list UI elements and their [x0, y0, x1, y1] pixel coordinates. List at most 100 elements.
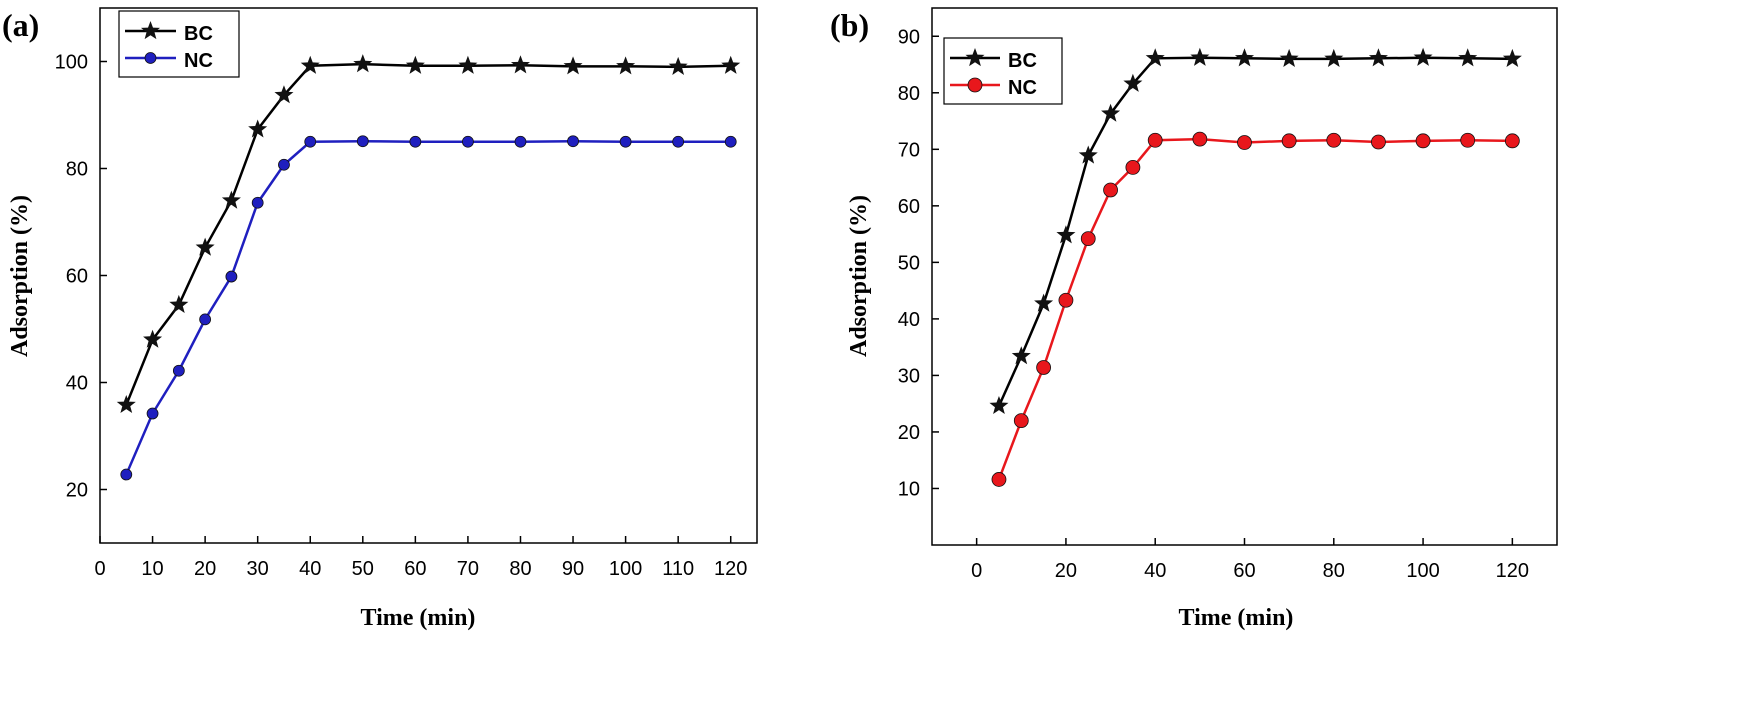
panel-a-nc-point — [567, 135, 579, 148]
panel-b-legend-nc: NC — [1008, 77, 1037, 99]
panel-a-plot-frame — [99, 7, 758, 544]
panel-b-x-tick-label: 40 — [1144, 560, 1166, 582]
panel-a-nc-point — [409, 135, 422, 148]
panel-a-bc-point — [563, 56, 583, 75]
panel-b-bc-point — [1101, 103, 1121, 122]
panel-b-x-tick-label: 100 — [1406, 560, 1439, 582]
panel-b-y-tick-label: 60 — [898, 196, 920, 218]
panel-a-x-tick-label: 30 — [247, 558, 269, 580]
panel-a-nc-point — [304, 135, 317, 148]
panel-b-nc-point — [1125, 160, 1141, 175]
panel-b-nc-point — [1036, 360, 1052, 375]
panel-a-x-tick-label: 40 — [299, 558, 321, 580]
panel-a-bc-point — [616, 56, 636, 75]
panel-b-nc-point — [1237, 135, 1252, 150]
panel-a-bc-point — [169, 294, 189, 314]
panel-b-y-tick-label: 30 — [898, 365, 920, 387]
panel-b-bc-point — [1011, 346, 1031, 365]
panel-b-bc-point — [1234, 48, 1255, 67]
panel-a-nc-point — [251, 196, 264, 209]
panel-b-bc-point — [1279, 48, 1299, 67]
panel-a-x-tick-label: 60 — [404, 558, 426, 580]
panel-a-x-tick-label: 120 — [714, 558, 747, 580]
panel-b-x-tick-label: 80 — [1323, 560, 1345, 582]
panel-b-nc-point — [1415, 133, 1431, 149]
panel-b: (b) 10 20 30 40 50 60 70 80 90 0 20 40 60 80 100 120 T… — [830, 7, 1558, 631]
panel-b-nc-point — [1326, 132, 1342, 148]
panel-a-bc-point — [668, 56, 688, 75]
panel-a-y-tick-label: 40 — [66, 373, 88, 395]
panel-a-nc-point — [462, 135, 474, 148]
panel-a-nc-point — [672, 135, 685, 148]
panel-a-nc-point — [172, 364, 185, 377]
panel-a-legend-box — [118, 10, 240, 78]
panel-b-bc-point — [1145, 48, 1165, 67]
panel-b-nc-point — [1192, 131, 1208, 147]
panel-a-x-tick-label: 70 — [457, 558, 479, 580]
panel-b-y-tick-label: 90 — [898, 26, 920, 48]
panel-a-y-tick-label: 80 — [66, 159, 88, 181]
panel-a-x-tick-label: 110 — [662, 558, 694, 580]
panel-a-bc-point — [510, 55, 530, 74]
panel-b-legend-nc-marker — [967, 77, 983, 93]
panel-a-y-ticks: 20 40 60 80 100 — [55, 52, 107, 502]
panel-b-x-tick-label: 60 — [1233, 560, 1255, 582]
panel-a-nc-point — [278, 158, 290, 171]
panel-b-legend-bc-marker — [965, 48, 985, 67]
panel-b-legend-box — [943, 37, 1063, 105]
panel-a-nc-point — [514, 135, 527, 148]
panel-a-nc-point — [619, 135, 632, 148]
panel-a-legend-nc: NC — [184, 50, 213, 72]
panel-a-nc-point — [724, 135, 737, 148]
panel-b-x-axis-title: Time (min) — [1179, 605, 1294, 631]
panel-b-x-tick-label: 20 — [1055, 560, 1077, 582]
panel-b-nc-point — [1013, 413, 1029, 429]
panel-a-y-tick-label: 60 — [66, 266, 88, 288]
panel-b-y-tick-label: 50 — [898, 252, 920, 274]
panel-a-bc-point — [143, 329, 163, 348]
panel-a-x-tick-label: 90 — [562, 558, 584, 580]
panel-b-bc-point — [1324, 48, 1344, 67]
panel-a-nc-point — [225, 270, 238, 283]
panel-b-y-ticks: 10 20 30 40 50 60 70 80 90 — [898, 26, 939, 500]
panel-a-nc-point — [356, 135, 369, 148]
panel-a-legend-bc-marker — [140, 21, 161, 40]
panel-b-bc-point — [1413, 47, 1433, 66]
panel-b-nc-point — [1504, 133, 1520, 149]
panel-a-bc-point — [721, 55, 741, 74]
panel-b-legend: BC NC — [943, 37, 1063, 105]
panel-b-y-tick-label: 40 — [898, 309, 920, 331]
panel-b-bc-point — [1502, 48, 1522, 67]
panel-b-bc-point — [1190, 47, 1210, 66]
panel-b-bc-point — [989, 395, 1009, 415]
panel-b-bc-point — [1368, 48, 1388, 67]
panel-b-bc-point — [1034, 293, 1054, 312]
panel-b-y-tick-label: 20 — [898, 422, 920, 444]
panel-b-nc-point — [1147, 132, 1163, 148]
panel-a-bc-point — [353, 54, 373, 73]
panel-a-nc-line — [125, 139, 731, 476]
panel-a-x-tick-label: 10 — [141, 558, 163, 580]
panel-a-bc-point — [458, 55, 478, 74]
panel-a-y-tick-label: 20 — [66, 480, 88, 502]
panel-a-legend: BC NC — [118, 10, 240, 78]
panel-a-bc-point — [116, 394, 136, 414]
panel-b-x-ticks: 0 20 40 60 80 100 120 — [971, 538, 1529, 582]
panel-b-nc-point — [1103, 182, 1118, 198]
panel-a-bc-point — [405, 55, 425, 74]
panel-a-bc-point — [221, 190, 241, 209]
panel-b-bc-point — [1078, 145, 1098, 164]
panel-a-bc-point — [195, 237, 215, 256]
panel-a-nc-point — [199, 313, 212, 326]
panel-a-label: (a) — [2, 7, 39, 43]
panel-a-series — [116, 54, 741, 481]
panel-a-bc-line — [125, 62, 731, 406]
panel-b-nc-point — [1058, 292, 1074, 308]
panel-a-nc-point — [120, 468, 133, 481]
panel-a-legend-bc: BC — [184, 23, 213, 45]
panel-a-bc-point — [300, 55, 320, 74]
panel-b-bc-point — [1056, 225, 1076, 244]
panel-a-x-tick-label: 0 — [94, 558, 105, 580]
panel-b-series — [989, 47, 1522, 487]
panel-b-nc-point — [1371, 134, 1386, 150]
